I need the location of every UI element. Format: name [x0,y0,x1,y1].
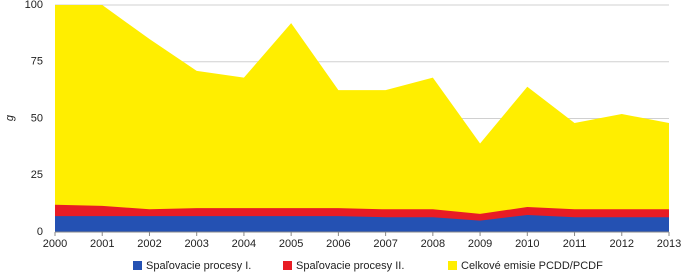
x-tick-label: 2000 [43,238,67,250]
y-tick-label: 50 [31,112,43,124]
x-tick-label: 2010 [515,238,539,250]
legend-swatch [133,261,142,270]
x-tick-label: 2001 [90,238,114,250]
y-tick-label: 75 [31,56,43,68]
legend-label: Spaľovacie procesy I. [146,260,251,272]
area [55,214,669,232]
legend-label: Spaľovacie procesy II. [296,260,404,272]
x-tick-label: 2002 [137,238,161,250]
x-tick-label: 2005 [279,238,303,250]
x-tick-label: 2008 [421,238,445,250]
legend-swatch [448,261,457,270]
legend-swatch [283,261,292,270]
y-tick-label: 100 [25,0,43,11]
y-tick-label: 0 [37,226,43,238]
y-axis-label: g [4,114,16,121]
y-tick-label: 25 [31,169,43,181]
x-tick-label: 2009 [468,238,492,250]
x-tick-label: 2013 [657,238,681,250]
area [55,5,669,232]
x-tick-label: 2007 [373,238,397,250]
legend-label: Celkové emisie PCDD/PCDF [461,260,603,272]
x-tick-label: 2006 [326,238,350,250]
x-tick-label: 2012 [610,238,634,250]
x-tick-label: 2003 [184,238,208,250]
x-tick-label: 2011 [563,238,587,250]
x-tick-label: 2004 [232,238,256,250]
